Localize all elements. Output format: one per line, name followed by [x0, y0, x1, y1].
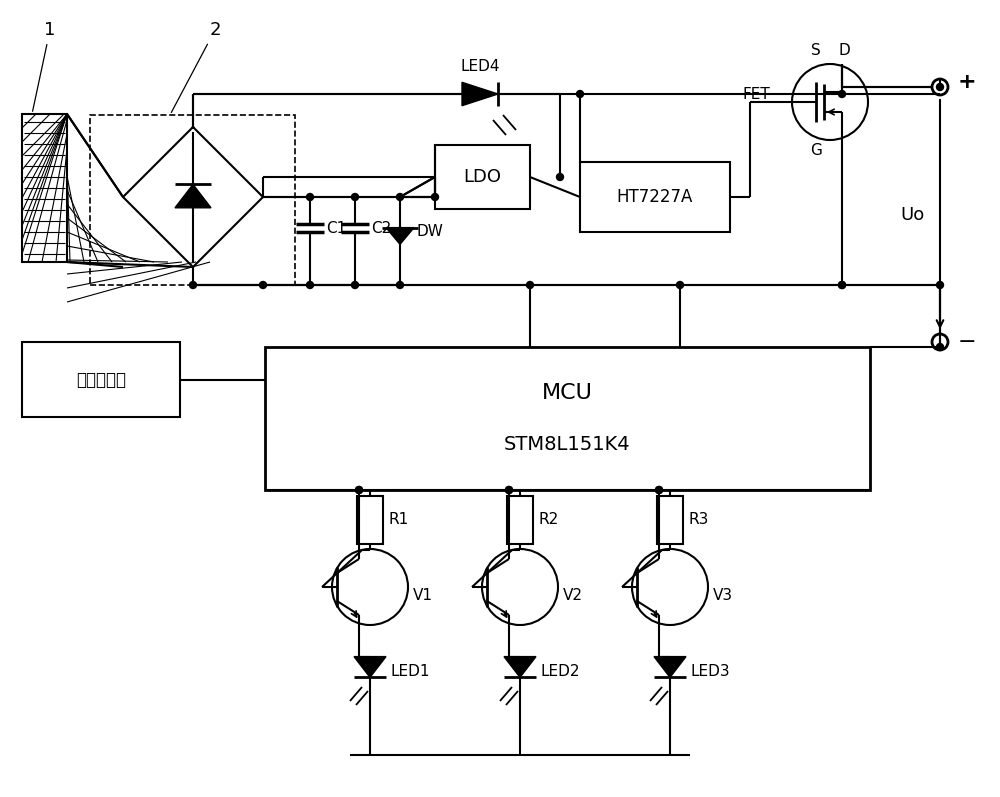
Polygon shape: [386, 228, 414, 245]
Bar: [580, 162, 730, 232]
Bar: [265, 347, 870, 490]
Text: LDO: LDO: [464, 168, 502, 186]
Circle shape: [576, 91, 584, 97]
Text: S: S: [811, 42, 821, 57]
Text: HT7227A: HT7227A: [617, 188, 693, 206]
Bar: [657, 496, 683, 544]
Circle shape: [260, 281, 266, 289]
Text: −: −: [958, 332, 977, 352]
Circle shape: [676, 281, 684, 289]
Text: V1: V1: [413, 587, 433, 603]
Circle shape: [356, 486, 362, 493]
Circle shape: [936, 344, 944, 351]
Circle shape: [936, 84, 944, 91]
Circle shape: [190, 281, 196, 289]
Circle shape: [838, 281, 846, 289]
Text: DW: DW: [416, 224, 443, 239]
Circle shape: [656, 486, 662, 493]
Text: C1: C1: [326, 221, 346, 235]
Text: FET: FET: [742, 87, 770, 101]
Text: LED4: LED4: [460, 58, 500, 73]
Text: D: D: [838, 42, 850, 57]
Polygon shape: [175, 184, 211, 208]
Text: STM8L151K4: STM8L151K4: [504, 434, 630, 453]
Circle shape: [526, 281, 534, 289]
Polygon shape: [462, 82, 498, 106]
Text: Uo: Uo: [900, 206, 924, 224]
Text: 温度传感器: 温度传感器: [76, 371, 126, 389]
Text: 2: 2: [171, 21, 221, 112]
Circle shape: [506, 486, 512, 493]
Bar: [22, 114, 67, 262]
Bar: [507, 496, 533, 544]
Text: 1: 1: [33, 21, 56, 112]
Circle shape: [396, 194, 404, 201]
Bar: [22, 342, 180, 417]
Circle shape: [306, 281, 314, 289]
Circle shape: [556, 174, 564, 180]
Text: LED2: LED2: [541, 665, 580, 679]
Bar: [435, 145, 530, 209]
Polygon shape: [654, 657, 686, 677]
Bar: [357, 496, 383, 544]
Circle shape: [656, 486, 662, 493]
Text: LED3: LED3: [691, 665, 731, 679]
Circle shape: [506, 486, 512, 493]
Text: MCU: MCU: [542, 383, 592, 402]
Text: V2: V2: [563, 587, 583, 603]
Text: R3: R3: [688, 512, 708, 528]
Polygon shape: [354, 657, 386, 677]
Text: G: G: [810, 143, 822, 158]
Text: +: +: [958, 72, 977, 92]
Circle shape: [306, 194, 314, 201]
Circle shape: [352, 194, 358, 201]
Text: V3: V3: [713, 587, 733, 603]
Circle shape: [396, 281, 404, 289]
Circle shape: [936, 281, 944, 289]
Bar: [90, 115, 295, 285]
Circle shape: [432, 194, 438, 201]
Circle shape: [838, 91, 846, 97]
Text: LED1: LED1: [391, 665, 430, 679]
Circle shape: [352, 281, 358, 289]
Text: R2: R2: [538, 512, 558, 528]
Polygon shape: [504, 657, 536, 677]
Circle shape: [356, 486, 362, 493]
Text: C2: C2: [371, 221, 391, 235]
Circle shape: [838, 281, 846, 289]
Text: R1: R1: [388, 512, 408, 528]
